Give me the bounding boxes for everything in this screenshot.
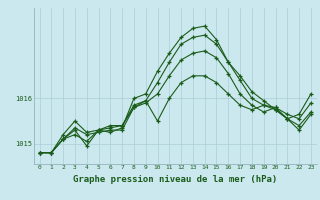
X-axis label: Graphe pression niveau de la mer (hPa): Graphe pression niveau de la mer (hPa) <box>73 175 277 184</box>
